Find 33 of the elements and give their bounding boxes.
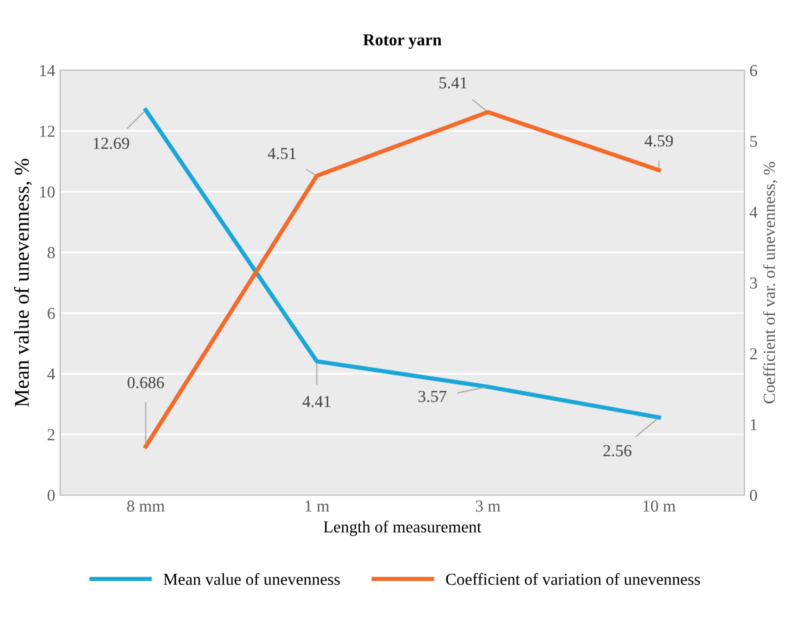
data-label: 4.41	[302, 396, 330, 408]
y-tick-label: 6	[48, 308, 55, 319]
x-tick-label: 8 mm	[127, 500, 165, 512]
y2-tick-label: 2	[750, 348, 757, 360]
chart-title: Rotor yarn	[363, 34, 442, 49]
data-label: 4.59	[644, 135, 673, 147]
legend-label: Mean value of unevenness	[164, 573, 340, 585]
data-label: 5.41	[440, 77, 467, 89]
y-tick-label: 10	[40, 186, 55, 198]
y2-tick-label: 5	[750, 136, 758, 148]
y-tick-label: 12	[40, 126, 54, 137]
y2-tick-label: 1	[750, 419, 757, 430]
y2-tick-label: 6	[750, 65, 758, 76]
x-axis-title: Length of measurement	[324, 520, 482, 536]
x-tick-label: 3 m	[476, 500, 500, 512]
y2-axis-title: Coefficient of var. of unevenness, %	[763, 162, 778, 404]
y-tick-label: 14	[40, 65, 56, 76]
y-tick-label: 8	[48, 247, 55, 258]
data-label: 12.69	[94, 138, 130, 150]
y2-tick-label: 4	[750, 206, 758, 218]
data-label: 4.51	[268, 148, 296, 160]
data-label: 0.686	[128, 376, 164, 388]
y2-tick-label: 0	[750, 490, 758, 502]
y2-tick-label: 3	[750, 277, 758, 289]
y-tick-label: 4	[47, 368, 56, 380]
y-tick-label: 2	[48, 429, 54, 440]
y-axis-title: Mean value of unevenness, %	[14, 158, 32, 407]
x-tick-label: 1 m	[306, 500, 330, 512]
data-label: 3.57	[418, 390, 446, 402]
legend-label: Coefficient of variation of unevenness	[446, 573, 700, 585]
x-tick-label: 10 m	[644, 500, 676, 512]
y-tick-label: 0	[48, 490, 55, 502]
data-label: 2.56	[603, 445, 632, 456]
